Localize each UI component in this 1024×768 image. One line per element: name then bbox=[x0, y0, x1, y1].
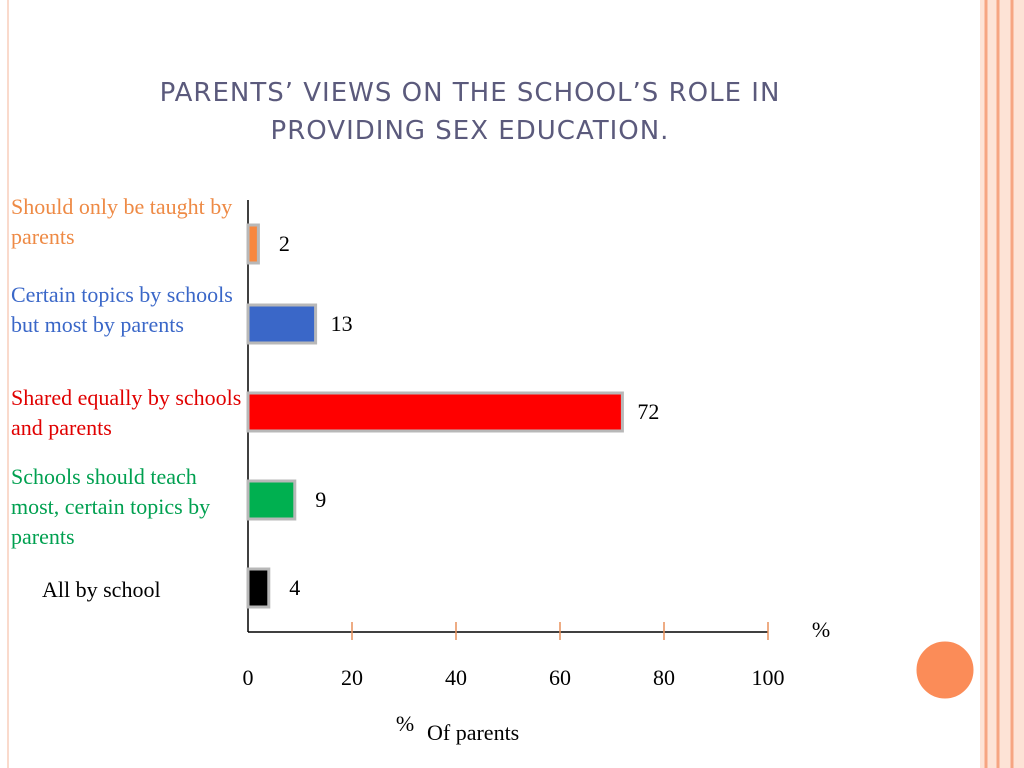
x-unit: % bbox=[812, 617, 830, 642]
x-tick-label: 20 bbox=[341, 665, 363, 690]
bar bbox=[246, 391, 624, 433]
x-tick-label: 60 bbox=[549, 665, 571, 690]
value-label: 72 bbox=[637, 399, 659, 424]
bar bbox=[246, 223, 260, 265]
decor-circle bbox=[913, 638, 977, 702]
x-axis-label: % bbox=[396, 711, 414, 736]
category-label: Should only be taught by parents bbox=[11, 194, 233, 249]
value-label: 2 bbox=[279, 231, 290, 256]
value-label: 9 bbox=[315, 487, 326, 512]
chart-title: PARENTS’ VIEWS ON THE SCHOOL’S ROLE IN P… bbox=[159, 78, 781, 146]
x-axis-label: Of parents bbox=[427, 720, 519, 745]
x-tick-label: 0 bbox=[243, 665, 254, 690]
bar bbox=[246, 479, 297, 521]
category-label: Certain topics by schools but most by pa… bbox=[11, 282, 233, 337]
bar bbox=[246, 567, 271, 609]
x-tick-label: 100 bbox=[752, 665, 785, 690]
category-label: All by school bbox=[42, 577, 161, 602]
value-label: 4 bbox=[289, 575, 300, 600]
x-tick-label: 40 bbox=[445, 665, 467, 690]
value-label: 13 bbox=[331, 311, 353, 336]
category-label: Schools should teach most, certain topic… bbox=[11, 464, 211, 549]
bar bbox=[246, 303, 318, 345]
x-tick-label: 80 bbox=[653, 665, 675, 690]
category-label: Shared equally by schools and parents bbox=[11, 385, 242, 440]
